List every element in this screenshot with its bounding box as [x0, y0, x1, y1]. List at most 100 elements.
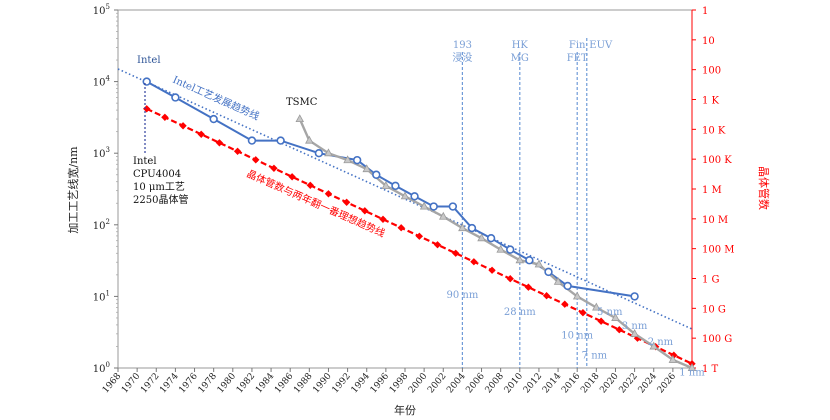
intel-data-point — [467, 223, 477, 233]
intel-data-point — [314, 149, 324, 158]
node-label: 90 nm — [446, 290, 478, 301]
tsmc-data-point — [295, 114, 305, 123]
tech-marker-label: MG — [511, 53, 529, 64]
tsmc-data-point — [477, 233, 486, 242]
node-label: 1 nm — [679, 368, 705, 379]
trend-diamond-point — [361, 207, 369, 215]
tsmc-data-point — [324, 148, 333, 157]
intel-data-point — [429, 202, 438, 211]
x-tick-label: 2014 — [541, 371, 564, 395]
node-label: 5 nm — [597, 307, 623, 318]
trend-line — [117, 68, 693, 330]
intel-data-point — [372, 170, 381, 179]
tsmc-data-point — [400, 191, 410, 200]
x-tick-label: 1978 — [197, 371, 220, 395]
tsmc-data-point — [362, 164, 372, 173]
right-tick-label: 1 G — [702, 275, 720, 286]
x-tick-label: 1990 — [311, 371, 334, 395]
right-tick-label: 10 M — [702, 215, 728, 226]
x-tick-label: 2020 — [598, 371, 621, 395]
x-tick-label: 1980 — [216, 371, 239, 395]
trend-diamond-point — [561, 300, 569, 308]
x-tick-label: 2012 — [522, 372, 544, 396]
tech-marker-label: Fin — [569, 40, 586, 51]
trend-lines — [117, 68, 696, 368]
tech-marker-label: 193 — [453, 40, 472, 51]
tsmc-data-point — [592, 302, 601, 311]
intel-data-point — [276, 136, 285, 145]
right-tick-label: 100 G — [702, 334, 732, 345]
x-tick-label: 2026 — [656, 371, 679, 395]
trend-diamond-point — [270, 164, 278, 172]
cpu4004-annotation: Intel CPU4004 10 μm工艺 2250晶体管 — [133, 83, 188, 206]
node-label: 3 nm — [622, 321, 648, 332]
intel-data-point — [142, 77, 151, 86]
tsmc-data-point — [572, 291, 582, 300]
intel-data-point — [486, 233, 496, 243]
tech-marker-label: HK — [512, 40, 529, 51]
right-tick-label: 10 — [702, 36, 715, 47]
series-line-tsmc — [298, 118, 693, 370]
tsmc-data-point — [419, 201, 429, 210]
right-tick-label: 1 K — [702, 96, 720, 107]
trend-diamond-point — [579, 309, 587, 317]
intel-data-point — [448, 202, 458, 211]
right-tick-label: 10 G — [702, 304, 726, 315]
x-tick-label: 2018 — [579, 371, 602, 395]
x-tick-label: 1984 — [254, 371, 277, 395]
trend-diamond-point — [506, 275, 514, 283]
intel-data-point — [563, 281, 572, 291]
trend-diamond-point — [179, 122, 187, 130]
y-tick-label: 104 — [93, 75, 111, 89]
tech-marker-label: EUV — [589, 40, 613, 51]
x-axis-ticks: 1968197019721974197619781980198219841986… — [101, 368, 678, 395]
tsmc-data-point — [305, 135, 314, 144]
ideal-trend-label: 晶体管数与两年翻一番理想趋势线 — [245, 167, 387, 240]
right-tick-label: 1 T — [702, 364, 719, 375]
node-label: 10 nm — [561, 330, 593, 341]
intel-data-point — [506, 245, 515, 254]
x-axis-title: 年份 — [394, 403, 416, 417]
tsmc-data-point — [649, 341, 659, 350]
x-tick-label: 2008 — [484, 371, 507, 395]
trend-diamond-point — [452, 249, 460, 257]
cpu4004-line-1: Intel — [133, 156, 157, 167]
trend-diamond-point — [433, 241, 442, 249]
intel-trend-label: Intel工艺发展趋势线 — [171, 73, 262, 123]
series-labels: Intel TSMC Intel工艺发展趋势线 晶体管数与两年翻一番理想趋势线 — [137, 55, 387, 240]
right-tick-label: 10 K — [702, 125, 726, 136]
tsmc-data-point — [553, 276, 563, 285]
intel-data-point — [630, 292, 639, 301]
trend-diamond-point — [215, 139, 224, 147]
x-tick-label: 1982 — [235, 372, 257, 396]
intel-data-point — [171, 93, 180, 102]
tsmc-data-point — [515, 255, 525, 264]
trend-diamond-point — [379, 215, 387, 223]
x-tick-label: 2024 — [637, 371, 660, 395]
trend-diamond-point — [252, 156, 260, 164]
tsmc-data-point — [668, 355, 678, 363]
y-tick-label: 103 — [93, 146, 110, 160]
trend-diamond-point — [197, 130, 205, 138]
intel-data-point — [391, 181, 400, 191]
tsmc-data-point — [534, 259, 544, 268]
x-tick-label: 1988 — [292, 371, 315, 395]
node-annotations: 90 nm 28 nm 10 nm 7 nm 5 nm 3 nm2 nm 1 nm — [446, 290, 705, 379]
trend-diamond-point — [342, 198, 351, 206]
trend-diamond-point — [306, 181, 314, 189]
trend-diamond-point — [470, 258, 478, 266]
trend-diamond-point — [597, 317, 605, 325]
tsmc-data-point — [343, 155, 352, 164]
trend-diamond-point — [324, 190, 333, 198]
node-label: 28 nm — [504, 307, 536, 318]
left-y-axis-title: 加工工艺线宽/nm — [66, 146, 80, 234]
tech-marker-label: FET — [567, 53, 588, 64]
tsmc-series-label: TSMC — [286, 97, 318, 108]
x-tick-label: 1970 — [120, 371, 143, 395]
tsmc-data-point — [630, 329, 639, 337]
x-tick-label: 2010 — [503, 371, 526, 395]
x-tick-label: 1976 — [177, 371, 200, 395]
y-tick-label: 100 — [93, 361, 110, 375]
intel-data-point — [352, 155, 362, 165]
